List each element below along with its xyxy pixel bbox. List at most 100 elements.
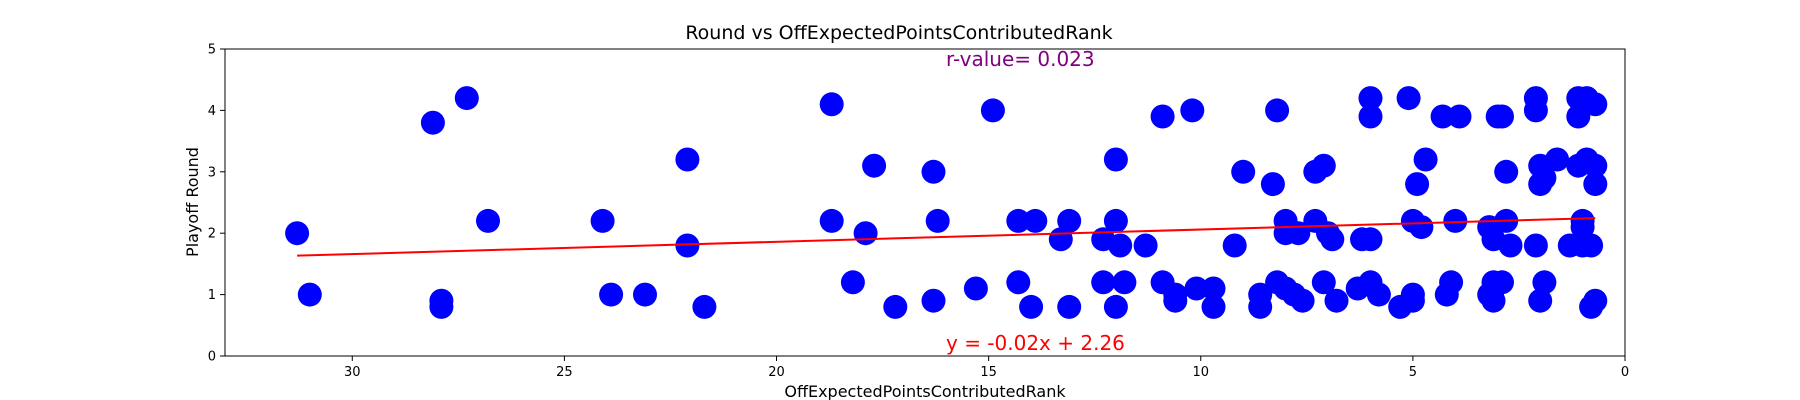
x-axis: 30 25 20 15 10 5 0 <box>344 356 1629 380</box>
data-point <box>1103 208 1128 233</box>
data-point <box>862 153 887 178</box>
x-tick-label: 5 <box>1409 365 1417 380</box>
data-point <box>1231 159 1256 184</box>
data-point <box>1413 147 1438 172</box>
data-point <box>297 282 322 307</box>
data-point <box>1133 233 1158 258</box>
y-tick-label: 1 <box>208 288 216 303</box>
data-point <box>819 92 844 117</box>
data-point <box>925 208 950 233</box>
data-point <box>1481 288 1506 313</box>
data-point <box>454 86 479 111</box>
data-point <box>1091 270 1116 295</box>
data-point <box>1163 288 1188 313</box>
regression-line <box>297 217 1596 257</box>
plot-frame <box>224 48 1626 357</box>
data-point <box>1583 153 1608 178</box>
data-point <box>1019 294 1044 319</box>
y-tick-label: 4 <box>208 104 216 119</box>
data-point <box>1579 233 1604 258</box>
x-axis-label: OffExpectedPointsContributedRank <box>784 382 1066 400</box>
data-point <box>1150 104 1175 129</box>
data-point <box>692 294 717 319</box>
y-tick-label: 3 <box>208 165 216 180</box>
data-point <box>1583 92 1608 117</box>
data-point <box>1103 147 1128 172</box>
y-tick-label: 5 <box>208 43 216 58</box>
data-point <box>1443 208 1468 233</box>
data-point <box>1265 98 1290 123</box>
data-point <box>1324 288 1349 313</box>
data-point <box>1439 270 1464 295</box>
data-point <box>590 208 615 233</box>
data-point <box>1006 270 1031 295</box>
x-tick-label: 0 <box>1621 365 1629 380</box>
data-point <box>980 98 1005 123</box>
data-point <box>675 233 700 258</box>
fit-layer <box>297 217 1596 257</box>
x-tick-label: 20 <box>768 365 785 380</box>
data-point <box>1320 227 1345 252</box>
data-point <box>1184 276 1209 301</box>
fit-equation-annotation: y = -0.02x + 2.26 <box>946 331 1125 355</box>
data-point <box>1358 227 1383 252</box>
data-point <box>921 288 946 313</box>
data-point <box>1201 294 1226 319</box>
data-point <box>1523 98 1548 123</box>
data-point <box>1545 147 1570 172</box>
y-axis-label: Playoff Round <box>183 147 202 257</box>
data-point <box>429 294 454 319</box>
data-point <box>963 276 988 301</box>
data-point <box>1103 294 1128 319</box>
x-tick-label: 10 <box>1192 365 1209 380</box>
y-tick-label: 0 <box>208 350 216 365</box>
data-point <box>1583 288 1608 313</box>
data-point <box>1023 208 1048 233</box>
data-point <box>1583 172 1608 197</box>
data-point <box>1532 165 1557 190</box>
data-point <box>1006 208 1031 233</box>
data-point <box>1528 288 1553 313</box>
data-point <box>853 221 878 246</box>
y-axis: 0 1 2 3 4 5 <box>208 43 225 365</box>
y-tick-label: 2 <box>208 227 216 242</box>
data-point <box>1447 104 1472 129</box>
data-point <box>1311 270 1336 295</box>
data-point <box>420 110 445 135</box>
data-point <box>1566 104 1591 129</box>
data-point <box>476 208 500 233</box>
data-point <box>599 282 624 307</box>
x-tick-label: 30 <box>344 365 361 380</box>
data-point <box>1222 233 1247 258</box>
data-point <box>1057 208 1082 233</box>
data-point <box>1405 172 1430 197</box>
data-point <box>633 282 657 307</box>
data-point <box>1570 208 1595 233</box>
chart-title: Round vs OffExpectedPointsContributedRan… <box>685 22 1112 44</box>
data-point <box>1396 86 1421 111</box>
r-value-annotation: r-value= 0.023 <box>946 47 1095 71</box>
data-point <box>1498 233 1523 258</box>
data-point <box>1248 294 1273 319</box>
data-point <box>1400 288 1425 313</box>
data-point <box>840 270 865 295</box>
data-point <box>675 147 700 172</box>
data-point <box>1494 159 1519 184</box>
x-tick-label: 25 <box>556 365 573 380</box>
data-point <box>1490 270 1514 295</box>
data-point <box>1260 172 1285 197</box>
data-point <box>921 159 946 184</box>
x-tick-label: 15 <box>980 365 997 380</box>
data-point <box>1057 294 1082 319</box>
data-point <box>1366 282 1391 307</box>
data-point <box>1201 276 1226 301</box>
data-point <box>1358 104 1383 129</box>
data-point <box>883 294 908 319</box>
data-point <box>1290 288 1315 313</box>
data-point <box>819 208 844 233</box>
points-layer <box>285 86 1608 319</box>
data-point <box>1112 270 1137 295</box>
data-point <box>1430 104 1455 129</box>
data-point <box>1532 270 1557 295</box>
